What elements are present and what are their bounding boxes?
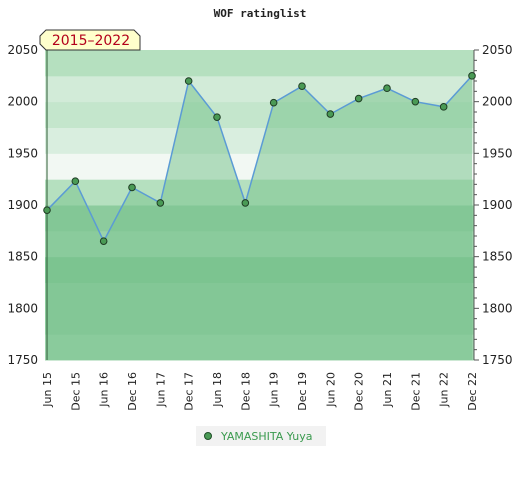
y-tick-label: 2000 bbox=[7, 95, 38, 109]
x-tick-label: Jun 17 bbox=[154, 372, 167, 408]
data-point bbox=[71, 177, 80, 186]
x-tick-label: Dec 21 bbox=[409, 372, 422, 411]
period-badge-text: 2015–2022 bbox=[52, 33, 130, 49]
data-point bbox=[43, 206, 51, 214]
y-tick-label-right: 1800 bbox=[482, 301, 513, 315]
x-tick-label: Dec 15 bbox=[69, 372, 82, 411]
x-tick-label: Jun 19 bbox=[268, 372, 281, 408]
x-tick-label: Dec 16 bbox=[126, 372, 139, 411]
data-point bbox=[128, 183, 136, 192]
x-ticks: Jun 15 Dec 15 Jun 16 Dec 16 Jun 17 Dec 17 Jun … bbox=[41, 372, 479, 411]
x-tick-label: Jun 20 bbox=[324, 372, 337, 408]
y-tick-label-right: 1950 bbox=[482, 146, 513, 160]
y-tick-label-right: 1900 bbox=[482, 198, 513, 212]
data-point bbox=[269, 98, 278, 107]
y-tick-label: 1900 bbox=[7, 198, 38, 212]
y-tick-label: 1850 bbox=[7, 250, 38, 264]
legend-label: YAMASHITA Yuya bbox=[220, 430, 312, 443]
data-point bbox=[241, 199, 250, 207]
data-points bbox=[43, 72, 476, 245]
rating-area bbox=[47, 75, 472, 361]
data-point bbox=[439, 103, 448, 111]
data-point bbox=[411, 97, 420, 106]
y-tick-label: 2050 bbox=[7, 43, 38, 57]
x-tick-label: Dec 18 bbox=[239, 372, 252, 411]
data-point bbox=[184, 77, 193, 85]
x-tick-label: Jun 22 bbox=[438, 372, 451, 408]
y-tick-label-right: 1850 bbox=[482, 250, 513, 264]
data-point bbox=[298, 82, 306, 90]
data-point bbox=[326, 110, 335, 118]
y-tick-label: 1750 bbox=[7, 353, 38, 367]
data-point bbox=[354, 94, 363, 103]
x-tick-label: Jun 16 bbox=[98, 372, 111, 408]
x-tick-label: Jun 18 bbox=[211, 372, 224, 408]
y-tick-label-right: 2000 bbox=[482, 95, 513, 109]
x-tick-label: Jun 21 bbox=[381, 372, 394, 408]
background-band bbox=[45, 50, 474, 77]
x-tick-label: Dec 19 bbox=[296, 372, 309, 411]
rating-line bbox=[46, 75, 473, 243]
y-ticks-left: 1750 1800 1850 1900 1950 2000 2050 bbox=[7, 43, 38, 367]
y-tick-label: 1950 bbox=[7, 146, 38, 160]
data-point bbox=[99, 237, 108, 245]
legend-marker bbox=[204, 432, 212, 440]
data-point bbox=[213, 113, 221, 121]
y-tick-label-right: 1750 bbox=[482, 353, 513, 367]
data-point bbox=[383, 84, 391, 93]
x-tick-label: Dec 22 bbox=[466, 372, 479, 411]
x-tick-label: Dec 17 bbox=[183, 372, 196, 411]
y-ticks-right: 1750 1800 1850 1900 1950 2000 2050 bbox=[474, 43, 513, 367]
x-tick-label: Jun 15 bbox=[41, 372, 54, 408]
chart-title: WOF ratinglist bbox=[214, 7, 307, 20]
y-tick-label-right: 2050 bbox=[482, 43, 513, 57]
data-point bbox=[468, 72, 476, 80]
data-point bbox=[156, 199, 165, 207]
y-tick-label: 1800 bbox=[7, 301, 38, 315]
period-badge: 2015–2022 bbox=[39, 29, 141, 51]
legend: YAMASHITA Yuya bbox=[196, 426, 326, 446]
x-tick-label: Dec 20 bbox=[353, 372, 366, 411]
